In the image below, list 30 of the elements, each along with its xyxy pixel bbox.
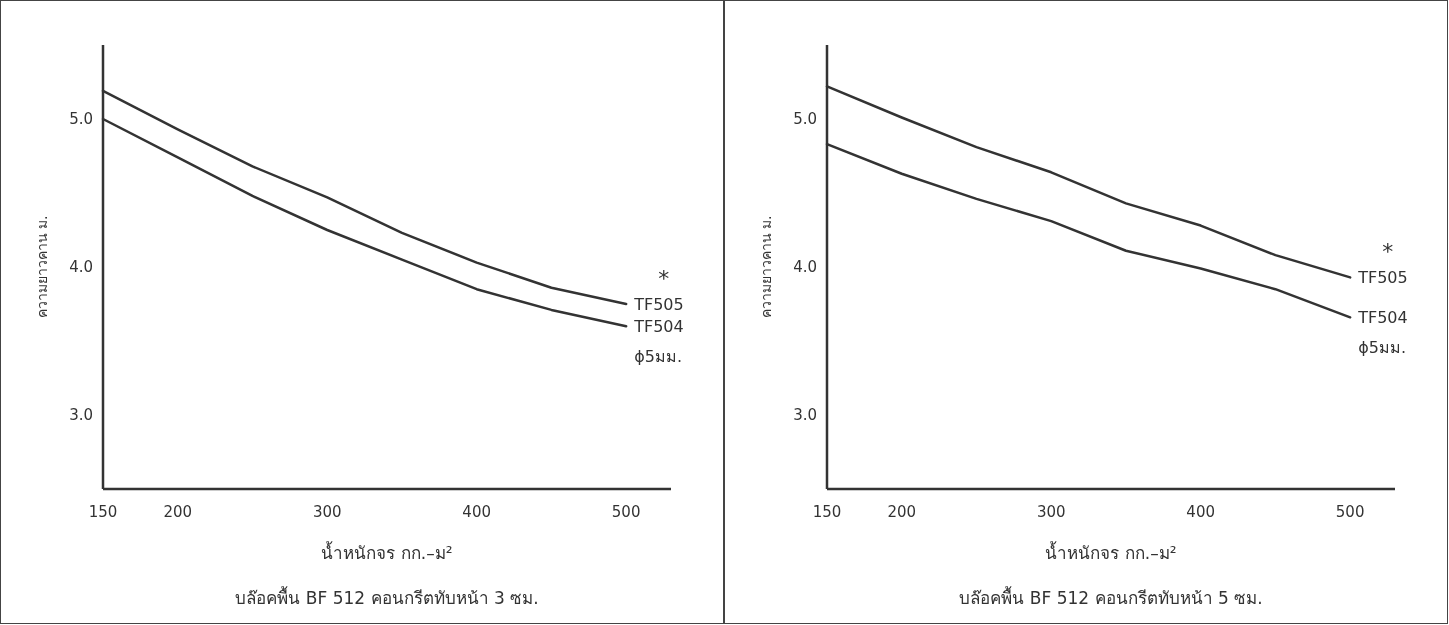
annotation: ϕ5มม. bbox=[1358, 338, 1406, 358]
x-tick-label: 500 bbox=[1335, 503, 1365, 521]
annotation: ϕ5มม. bbox=[634, 347, 682, 367]
y-tick-label: 3.0 bbox=[793, 406, 817, 424]
x-tick-label: 150 bbox=[88, 503, 118, 521]
y-tick-label: 3.0 bbox=[69, 406, 93, 424]
text: บล๊อคพื้น BF 512 คอนกรีตทับหน้า 5 ซม. bbox=[959, 586, 1263, 608]
series-label: TF504 bbox=[633, 317, 684, 337]
y-axis-title: ความยาวคาน ม. bbox=[34, 215, 50, 319]
series-label: TF505 bbox=[1357, 268, 1408, 288]
x-tick-label: 500 bbox=[611, 503, 641, 521]
x-tick-label: 400 bbox=[462, 503, 491, 521]
y-tick-label: 4.0 bbox=[69, 258, 93, 276]
y-tick-label: 4.0 bbox=[793, 258, 817, 276]
y-axis-title: ความยาวคาน ม. bbox=[758, 215, 774, 319]
y-tick-label: 5.0 bbox=[69, 110, 93, 128]
x-tick-label: 300 bbox=[1036, 503, 1066, 521]
annotation: * bbox=[658, 266, 670, 291]
x-tick-label: 400 bbox=[1186, 503, 1215, 521]
x-tick-label: 200 bbox=[163, 503, 193, 521]
x-axis-title: น้ำหนักจร กก.–ม² bbox=[321, 541, 453, 563]
y-tick-label: 5.0 bbox=[793, 110, 817, 128]
series-label: TF504 bbox=[1357, 308, 1408, 328]
x-tick-label: 150 bbox=[812, 503, 842, 521]
x-axis-title: น้ำหนักจร กก.–ม² bbox=[1045, 541, 1177, 563]
text: บล๊อคพื้น BF 512 คอนกรีตทับหน้า 3 ซม. bbox=[235, 586, 539, 608]
x-tick-label: 200 bbox=[887, 503, 917, 521]
annotation: * bbox=[1382, 239, 1394, 265]
x-tick-label: 300 bbox=[312, 503, 342, 521]
series-label: TF505 bbox=[633, 295, 684, 314]
